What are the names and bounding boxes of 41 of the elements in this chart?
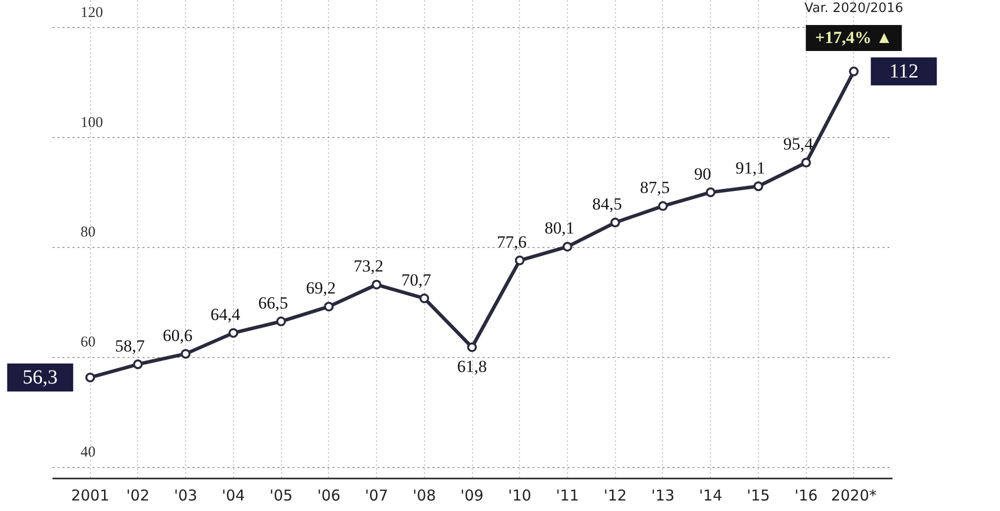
x-tick-label: '02 [126,486,150,504]
data-label: 73,2 [354,256,384,276]
x-tick-label: '08 [412,486,436,504]
data-label: 66,5 [258,293,288,312]
x-tick-label: '15 [746,486,770,504]
data-label: 90 [694,164,712,184]
y-tick-label: 80 [80,224,96,241]
x-tick-label: '03 [174,486,198,504]
x-tick-label: '10 [508,486,532,504]
data-label: 64,4 [210,304,241,324]
data-label: 70,7 [401,270,432,290]
data-label: 58,7 [115,336,146,356]
x-tick-label: 2020* [830,486,878,504]
data-label: 84,5 [592,194,622,214]
data-label: 61,8 [457,357,487,376]
y-tick-label: 40 [80,444,96,461]
data-label: 69,2 [306,278,336,298]
data-label: 60,6 [162,326,193,345]
data-label: 80,1 [544,218,574,238]
annotation: Var. 2020/2016 [804,1,904,16]
x-tick-label: '11 [556,486,580,504]
x-tick-label: '06 [317,486,340,504]
data-label: 87,5 [640,178,670,198]
y-tick-label: 120 [80,4,103,21]
x-tick-label: '09 [460,486,484,504]
x-tick-label: '05 [269,486,293,504]
y-tick-label: 60 [80,334,96,351]
x-tick-label: '16 [794,486,818,504]
data-label: 56,3 [22,366,58,388]
x-tick-label: '12 [604,486,627,504]
data-label: 112 [889,60,918,82]
data-label: 91,1 [735,158,766,178]
x-tick-label: '07 [364,486,388,504]
x-tick-label: 2001 [71,486,110,504]
y-tick-label: 100 [80,114,103,131]
x-tick-label: '14 [699,486,722,504]
data-label: 95,4 [783,134,814,154]
x-tick-label: '13 [651,486,675,504]
x-tick-label: '04 [222,486,245,504]
data-label: 77,6 [496,232,527,252]
annotation: +17,4% ▲ [815,28,893,47]
